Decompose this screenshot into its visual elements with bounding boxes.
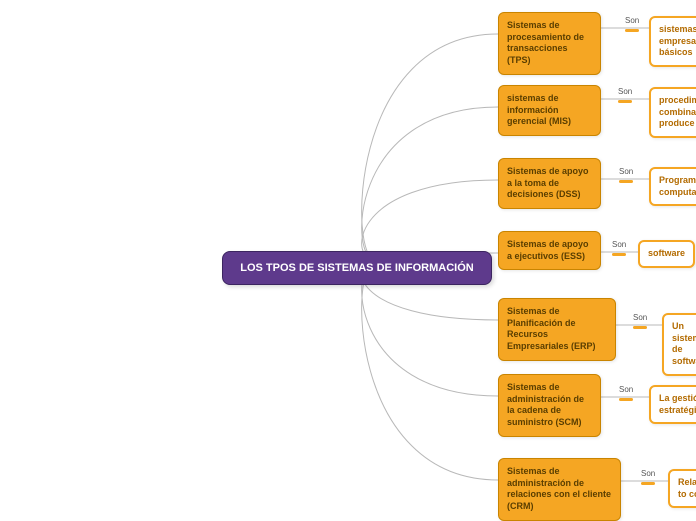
child-node-dss[interactable]: Sistemas de apoyo a la toma de decisione… xyxy=(498,158,601,209)
child-node-scm[interactable]: Sistemas de administración de la cadena … xyxy=(498,374,601,437)
root-node[interactable]: LOS TPOS DE SISTEMAS DE INFORMACIÓN xyxy=(222,251,492,285)
leaf-label: sistemas empresariales básicos xyxy=(659,24,696,57)
child-node-mis[interactable]: sistemas de información gerencial (MIS) xyxy=(498,85,601,136)
leaf-label: software xyxy=(648,248,685,258)
leaf-node-crm[interactable]: Relación to con el xyxy=(668,469,696,508)
leaf-label: La gestión estratégica xyxy=(659,393,696,415)
edge-label-dss: Son xyxy=(617,167,635,176)
child-label: Sistemas de administración de relaciones… xyxy=(507,466,611,511)
edge-label-mis: Son xyxy=(616,87,634,96)
edge-dash-dss xyxy=(619,180,633,183)
leaf-label: Relación to con el xyxy=(678,477,696,499)
leaf-node-tps[interactable]: sistemas empresariales básicos xyxy=(649,16,696,67)
edge-dash-tps xyxy=(625,29,639,32)
edge-dash-scm xyxy=(619,398,633,401)
root-label: LOS TPOS DE SISTEMAS DE INFORMACIÓN xyxy=(240,262,473,274)
edge-dash-mis xyxy=(618,100,632,103)
child-label: Sistemas de Planificación de Recursos Em… xyxy=(507,306,596,351)
edge-label-scm: Son xyxy=(617,385,635,394)
child-label: sistemas de información gerencial (MIS) xyxy=(507,93,571,126)
leaf-node-erp[interactable]: Un sistema de software xyxy=(662,313,696,376)
child-node-crm[interactable]: Sistemas de administración de relaciones… xyxy=(498,458,621,521)
edge-label-erp: Son xyxy=(631,313,649,322)
edge-dash-ess xyxy=(612,253,626,256)
child-node-tps[interactable]: Sistemas de procesamiento de transaccion… xyxy=(498,12,601,75)
child-label: Sistemas de apoyo a la toma de decisione… xyxy=(507,166,589,199)
leaf-label: Un sistema de software xyxy=(672,321,696,366)
leaf-label: procedimiento combinado produce datos xyxy=(659,95,696,128)
edge-dash-crm xyxy=(641,482,655,485)
leaf-node-ess[interactable]: software xyxy=(638,240,695,268)
child-label: Sistemas de procesamiento de transaccion… xyxy=(507,20,584,65)
leaf-node-dss[interactable]: Programas computarizados xyxy=(649,167,696,206)
leaf-node-mis[interactable]: procedimiento combinado produce datos xyxy=(649,87,696,138)
leaf-node-scm[interactable]: La gestión estratégica xyxy=(649,385,696,424)
child-label: Sistemas de apoyo a ejecutivos (ESS) xyxy=(507,239,589,261)
child-label: Sistemas de administración de la cadena … xyxy=(507,382,584,427)
leaf-label: Programas computarizados xyxy=(659,175,696,197)
child-node-erp[interactable]: Sistemas de Planificación de Recursos Em… xyxy=(498,298,616,361)
edge-dash-erp xyxy=(633,326,647,329)
edge-label-tps: Son xyxy=(623,16,641,25)
child-node-ess[interactable]: Sistemas de apoyo a ejecutivos (ESS) xyxy=(498,231,601,270)
edge-label-crm: Son xyxy=(639,469,657,478)
edge-label-ess: Son xyxy=(610,240,628,249)
